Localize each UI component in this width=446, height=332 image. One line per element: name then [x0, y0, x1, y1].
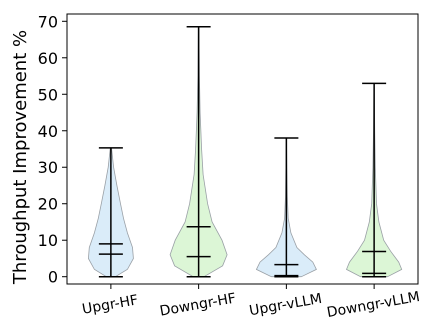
y-tick-label: 20: [38, 195, 58, 214]
x-tick-label: Downgr-vLLM: [326, 289, 421, 321]
y-axis-label: Throughput Improvement %: [10, 30, 31, 285]
y-tick-label: 70: [38, 12, 58, 31]
x-axis: Upgr-HF Downgr-HF Upgr-vLLM Downgr-vLLM: [81, 284, 421, 321]
violin-layer: [87, 26, 403, 278]
plot-frame: [66, 13, 419, 285]
y-tick-label: 10: [38, 231, 58, 250]
x-tick-label: Upgr-HF: [81, 292, 139, 318]
x-tick-label: Downgr-HF: [159, 290, 238, 319]
y-tick-label: 40: [38, 122, 58, 141]
y-tick-label: 60: [38, 49, 58, 68]
y-tick-label: 30: [38, 158, 58, 177]
x-tick-label: Upgr-vLLM: [248, 291, 323, 320]
y-tick-label: 0: [48, 268, 58, 287]
stats-layer: [98, 26, 387, 278]
y-tick-label: 50: [38, 85, 58, 104]
y-axis: 0 10 20 30 40 50 60 70: [38, 12, 67, 287]
